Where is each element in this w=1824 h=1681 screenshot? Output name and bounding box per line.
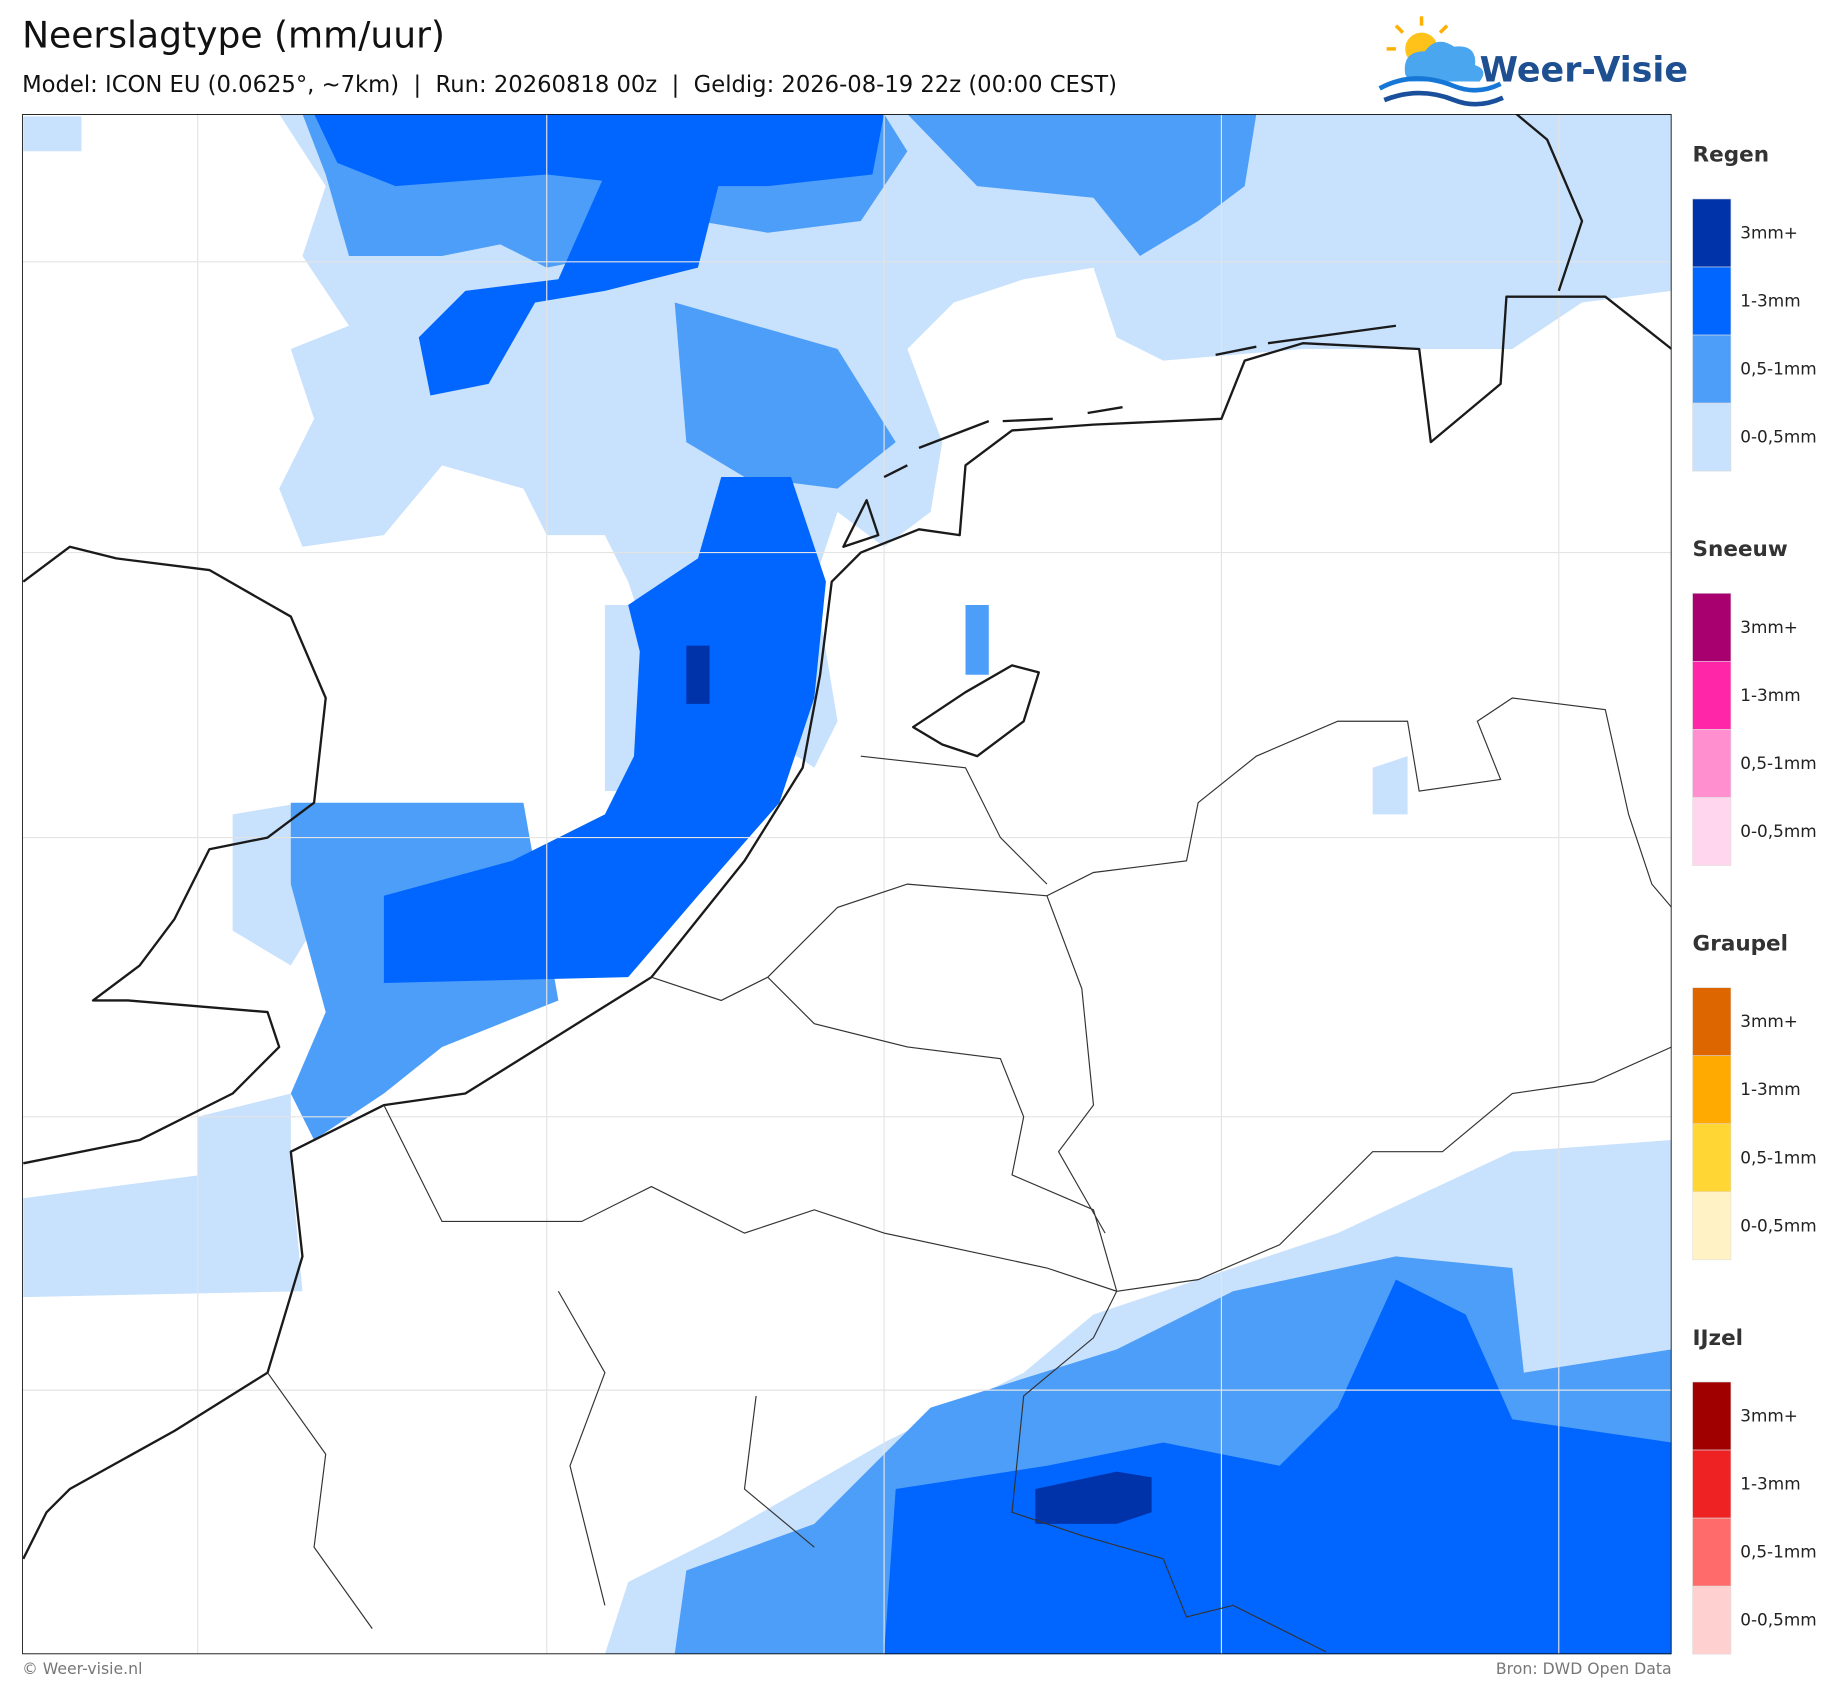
legend-label: 3mm+ bbox=[1740, 223, 1798, 243]
ijsselmeer bbox=[912, 664, 1040, 758]
footer-left: © Weer-visie.nl bbox=[22, 1659, 142, 1678]
legend-label: 3mm+ bbox=[1740, 617, 1798, 637]
legend-swatch bbox=[1692, 1517, 1732, 1587]
subtitle: Model: ICON EU (0.0625°, ~7km) | Run: 20… bbox=[22, 72, 1117, 98]
legend-swatch bbox=[1692, 1449, 1732, 1519]
map bbox=[22, 114, 1672, 1655]
legend-label: 1-3mm bbox=[1740, 1079, 1800, 1099]
legend-label: 0,5-1mm bbox=[1740, 1147, 1816, 1167]
legend-label: 0,5-1mm bbox=[1740, 1542, 1816, 1562]
legend: Regen 3mm+ 1-3mm 0,5-1mm 0-0,5mm Sneeuw 3mm+ 1-… bbox=[1692, 143, 1817, 1655]
legend-label: 1-3mm bbox=[1740, 291, 1800, 311]
footer-right: Bron: DWD Open Data bbox=[1496, 1659, 1672, 1678]
grid bbox=[22, 114, 1672, 1655]
legend-swatch bbox=[1692, 402, 1732, 472]
legend-swatch bbox=[1692, 661, 1732, 730]
legend-swatch bbox=[1692, 198, 1732, 268]
legend-label: 0-0,5mm bbox=[1740, 1610, 1816, 1630]
title: Neerslagtype (mm/uur) bbox=[22, 15, 445, 57]
legend-swatch bbox=[1692, 1055, 1732, 1125]
logo: Weer-Visie bbox=[1378, 16, 1688, 107]
rain-very-strong bbox=[686, 645, 1152, 1524]
legend-heading: Graupel bbox=[1693, 931, 1788, 956]
coastline-uk bbox=[22, 545, 327, 1165]
legend-label: 3mm+ bbox=[1740, 1011, 1798, 1031]
legend-label: 1-3mm bbox=[1740, 685, 1800, 705]
legend-label: 0-0,5mm bbox=[1740, 1215, 1816, 1235]
coastline bbox=[22, 295, 1672, 1560]
legend-swatch bbox=[1692, 593, 1732, 662]
legend-swatch bbox=[1692, 334, 1732, 404]
legend-swatch bbox=[1692, 1585, 1732, 1655]
islands bbox=[842, 114, 1584, 548]
legend-heading: Sneeuw bbox=[1693, 537, 1788, 562]
legend-swatch bbox=[1692, 1381, 1732, 1451]
legend-label: 1-3mm bbox=[1740, 1474, 1800, 1494]
legend-heading: Regen bbox=[1693, 143, 1769, 168]
legend-swatch bbox=[1692, 1191, 1732, 1261]
legend-label: 3mm+ bbox=[1740, 1406, 1798, 1426]
legend-label: 0,5-1mm bbox=[1740, 359, 1816, 379]
rain-strong bbox=[314, 114, 1672, 1655]
legend-swatch bbox=[1692, 797, 1732, 866]
borders bbox=[267, 697, 1672, 1653]
legend-label: 0-0,5mm bbox=[1740, 427, 1816, 447]
legend-swatch bbox=[1692, 987, 1732, 1056]
legend-swatch bbox=[1692, 729, 1732, 798]
legend-heading: IJzel bbox=[1693, 1326, 1744, 1351]
legend-swatch bbox=[1692, 266, 1732, 336]
legend-swatch bbox=[1692, 1123, 1732, 1193]
legend-label: 0-0,5mm bbox=[1740, 821, 1816, 841]
legend-label: 0,5-1mm bbox=[1740, 753, 1816, 773]
logo-text: Weer-Visie bbox=[1480, 50, 1688, 90]
